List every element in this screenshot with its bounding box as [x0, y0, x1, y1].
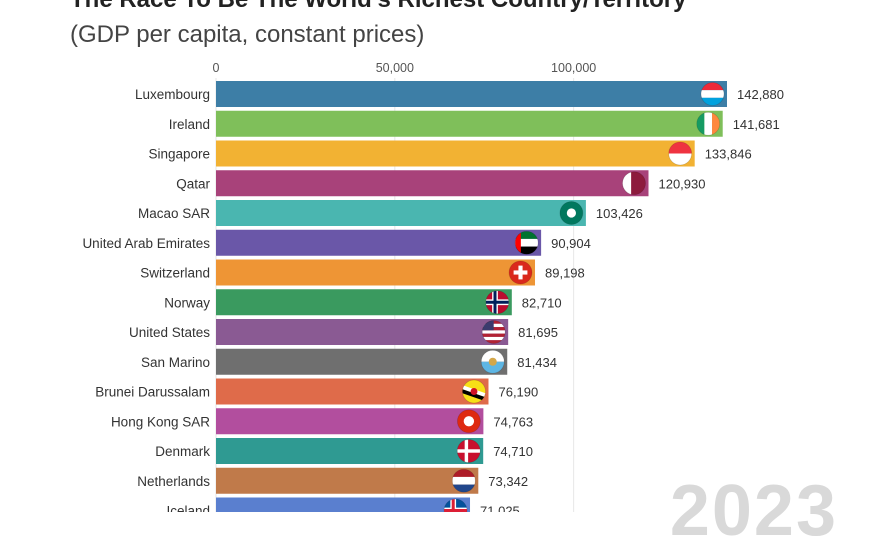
category-label: United States: [129, 325, 210, 340]
flag-border: [559, 201, 584, 225]
bar: [216, 140, 695, 167]
brunei-flag-icon: [462, 380, 486, 403]
bar: [216, 378, 489, 405]
value-label: 89,198: [545, 266, 585, 281]
value-label: 120,930: [658, 176, 705, 191]
year-label: 2023: [669, 471, 838, 551]
value-label: 74,763: [493, 414, 533, 429]
flag-border: [456, 439, 481, 463]
category-label: Macao SAR: [138, 206, 210, 221]
flag-border: [700, 82, 725, 106]
flag-border: [443, 498, 468, 512]
ireland-flag-icon: [696, 112, 720, 136]
hong-kong-flag-icon: [457, 409, 481, 433]
category-label: Norway: [164, 295, 210, 310]
flag-border: [622, 171, 646, 196]
value-label: 141,681: [733, 117, 780, 132]
macao-flag-icon: [559, 201, 583, 225]
qatar-flag-icon: [622, 171, 646, 195]
luxembourg-flag-icon: [701, 82, 724, 106]
bar: [216, 348, 508, 375]
flag-border: [696, 111, 721, 136]
switzerland-flag-icon: [509, 261, 533, 284]
category-label: Switzerland: [140, 266, 210, 281]
bar: [216, 259, 536, 286]
value-label: 90,904: [551, 236, 591, 251]
bar: [216, 110, 723, 137]
chart-title: The Race To Be The World's Richest Count…: [70, 0, 686, 14]
category-label: Ireland: [169, 117, 210, 132]
san-marino-flag-icon: [481, 350, 505, 374]
category-label: Denmark: [155, 444, 210, 459]
bar: [216, 319, 509, 345]
bar: [216, 467, 479, 494]
flag-border: [480, 349, 505, 374]
category-label: Brunei Darussalam: [95, 385, 210, 400]
flag-border: [462, 379, 486, 404]
bar: [216, 229, 542, 256]
category-label: Hong Kong SAR: [111, 414, 210, 429]
norway-flag-icon: [485, 290, 509, 314]
value-label: 103,426: [596, 206, 643, 221]
value-label: 81,434: [517, 355, 557, 370]
singapore-flag-icon: [668, 142, 692, 165]
bar: [216, 81, 727, 107]
bar: [216, 497, 471, 512]
category-label: Netherlands: [137, 474, 210, 489]
uae-flag-icon: [515, 231, 539, 255]
bar: [216, 408, 484, 435]
category-label: San Marino: [141, 355, 210, 370]
flag-border: [508, 260, 533, 285]
value-label: 81,695: [518, 325, 558, 340]
category-label: Luxembourg: [135, 87, 210, 102]
category-label: Qatar: [176, 176, 210, 191]
flag-border: [485, 290, 510, 315]
flag-border: [514, 230, 539, 255]
x-tick-label: 50,000: [376, 61, 414, 75]
category-label: Singapore: [148, 147, 210, 162]
chart-subtitle: (GDP per capita, constant prices): [70, 21, 425, 48]
value-label: 142,880: [737, 87, 784, 102]
value-label: 133,846: [705, 147, 752, 162]
netherlands-flag-icon: [452, 469, 476, 493]
flag-border: [456, 409, 481, 434]
usa-flag-icon: [482, 320, 506, 344]
value-label: 82,710: [522, 295, 562, 310]
category-label: Iceland: [166, 504, 210, 513]
x-tick-label: 0: [213, 61, 220, 75]
bar: [216, 438, 484, 464]
iceland-flag-icon: [444, 499, 468, 512]
value-label: 74,710: [493, 444, 533, 459]
flag-border: [481, 320, 506, 344]
bar: [216, 200, 586, 226]
bar: [216, 170, 649, 197]
category-label: United Arab Emirates: [82, 236, 210, 251]
denmark-flag-icon: [457, 439, 481, 463]
flag-border: [451, 468, 476, 493]
value-label: 76,190: [498, 385, 538, 400]
bar: [216, 289, 512, 316]
value-label: 73,342: [488, 474, 528, 489]
flag-border: [668, 141, 693, 166]
x-tick-label: 100,000: [551, 61, 596, 75]
bar-chart: 0 50,000 100,000 Luxembourg 142,880 Ireland 14…: [82, 61, 784, 513]
value-label: 71,025: [480, 504, 520, 513]
